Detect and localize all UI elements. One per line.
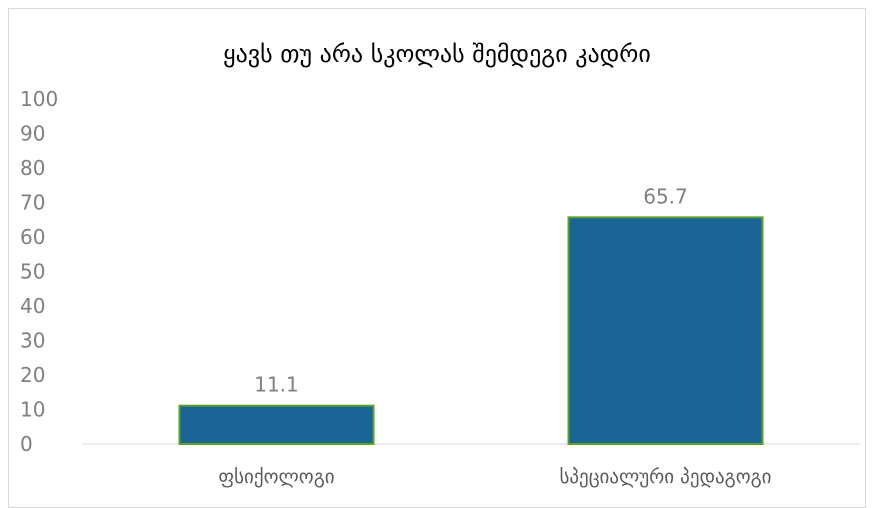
x-category-label: ფსიქოლოგი (218, 466, 334, 488)
y-tick-label: 80 (20, 156, 45, 180)
bar (567, 216, 764, 445)
y-tick-label: 60 (20, 225, 45, 249)
y-tick-label: 20 (20, 363, 45, 387)
y-tick-label: 100 (20, 87, 58, 111)
bar-chart: 0 10 20 30 40 50 60 70 80 90 100 11.1 ფსიქოლოგი 65.7 ს… (20, 87, 860, 488)
y-tick-label: 40 (20, 294, 45, 318)
y-tick-label: 70 (20, 191, 45, 215)
data-label: 65.7 (643, 184, 688, 208)
y-tick-label: 10 (20, 398, 45, 422)
y-tick-label: 30 (20, 329, 45, 353)
chart-title: ყავს თუ არა სკოლას შემდეგი კადრი (223, 40, 651, 68)
data-label: 11.1 (254, 373, 299, 397)
y-tick-label: 90 (20, 122, 45, 146)
bar (178, 404, 375, 445)
y-tick-label: 50 (20, 260, 45, 284)
x-category-label: სპეციალური პედაგოგი (559, 466, 771, 488)
y-tick-label: 0 (20, 432, 33, 456)
